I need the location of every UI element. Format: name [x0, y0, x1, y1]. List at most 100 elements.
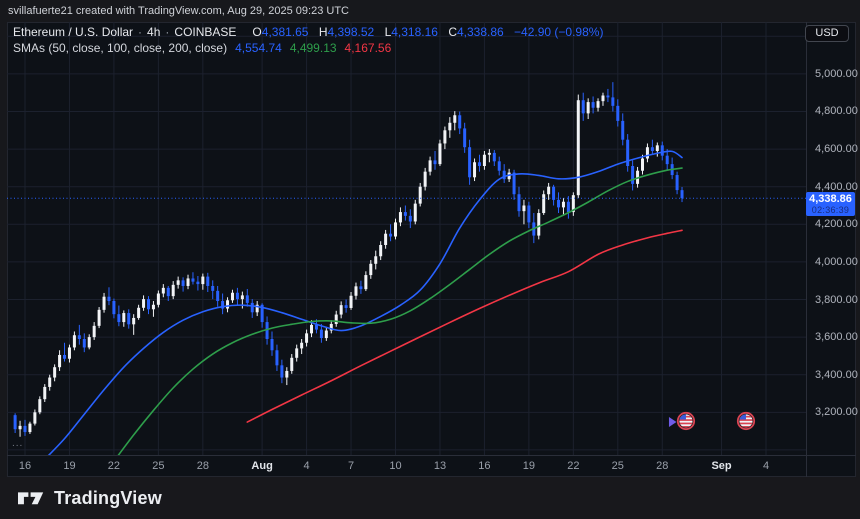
candle-up [137, 307, 141, 318]
candle-down [566, 201, 570, 213]
legend-more-icon[interactable]: ... [12, 438, 24, 449]
candle-down [280, 365, 284, 378]
candle-down [211, 285, 215, 291]
low-value: 4,318.16 [391, 25, 438, 39]
legend-separator: · [138, 25, 143, 39]
candle-down [512, 172, 516, 195]
candle-down [344, 305, 348, 308]
candle-down [270, 338, 274, 351]
candle-up [305, 333, 309, 343]
sma50-value: 4,554.74 [235, 41, 282, 55]
sma-indicator-label[interactable]: SMAs (50, close, 100, close, 200, close) [13, 41, 228, 55]
chart-frame [7, 22, 856, 477]
candle-down [216, 290, 220, 302]
candle-down [675, 175, 679, 191]
economic-event-icon-us-flag[interactable] [736, 411, 756, 431]
symbol-legend-row[interactable]: Ethereum / U.S. Dollar · 4h · COINBASE O… [13, 25, 603, 40]
candle-up [379, 244, 383, 257]
candle-up [122, 313, 126, 323]
candle-up [438, 143, 442, 165]
bar-countdown: 02:36:39 [811, 205, 850, 216]
candle-down [196, 281, 200, 285]
candle-down [581, 100, 585, 114]
price-axis-label: 4,400.00 [815, 180, 858, 193]
candle-up [92, 325, 96, 338]
candle-up [33, 412, 37, 424]
candle-up [18, 425, 22, 430]
time-axis-label: 16 [18, 460, 32, 472]
candle-up [418, 186, 422, 204]
candle-up [443, 130, 447, 144]
price-axis[interactable]: 5,000.00 4,800.00 4,600.00 4,400.00 4,200.00… [806, 22, 858, 455]
candle-down [463, 128, 467, 148]
candle-down [314, 324, 318, 330]
candle-down [650, 147, 654, 151]
candle-up [240, 295, 244, 300]
candle-down [660, 145, 664, 156]
candle-up [645, 147, 649, 159]
axis-corner [806, 455, 856, 477]
last-price-value: 4,338.86 [809, 193, 852, 206]
candle-up [290, 357, 294, 371]
candle-up [58, 354, 62, 368]
candle-down [117, 314, 121, 323]
last-price-badge: 4,338.86 02:36:39 [806, 192, 855, 217]
chart-legend: Ethereum / U.S. Dollar · 4h · COINBASE O… [13, 25, 603, 57]
candle-down [275, 350, 279, 366]
price-axis-label: 3,800.00 [815, 293, 858, 306]
economic-event-icon-us-flag[interactable] [668, 411, 696, 431]
candle-down [250, 302, 254, 313]
candle-up [230, 292, 234, 301]
candle-up [473, 162, 477, 178]
candle-up [186, 278, 190, 286]
candle-up [487, 152, 491, 155]
candle-up [374, 256, 378, 264]
candle-down [408, 215, 412, 222]
candle-up [53, 367, 57, 378]
chart-plot[interactable] [7, 22, 806, 455]
candle-down [497, 161, 501, 171]
candle-up [310, 324, 314, 334]
candle-down [112, 301, 116, 315]
candle-up [394, 222, 397, 237]
candle-up [295, 348, 299, 358]
tradingview-logo[interactable]: TradingView [18, 488, 162, 509]
candle-down [527, 205, 531, 223]
candle-down [458, 115, 462, 129]
price-axis-label: 4,800.00 [815, 105, 858, 118]
time-axis-label: 22 [107, 460, 121, 472]
candle-up [226, 300, 230, 309]
exchange-label[interactable]: COINBASE [174, 25, 237, 39]
attribution-text: svillafuerte21 created with TradingView.… [8, 5, 349, 17]
sma200-line[interactable] [246, 229, 683, 423]
candle-down [191, 278, 195, 282]
candle-down [260, 304, 264, 323]
candle-up [576, 100, 580, 196]
candle-down [221, 301, 225, 309]
candle-up [423, 171, 427, 187]
candle-up [48, 377, 52, 387]
price-axis-label: 3,600.00 [815, 331, 858, 344]
candle-down [616, 105, 620, 121]
candle-up [300, 342, 304, 349]
symbol-title[interactable]: Ethereum / U.S. Dollar [13, 25, 134, 39]
sma100-line[interactable] [114, 167, 683, 455]
candle-up [448, 122, 452, 131]
candle-up [334, 314, 338, 324]
candle-down [591, 102, 595, 108]
candle-down [147, 299, 150, 310]
sma-legend-row[interactable]: SMAs (50, close, 100, close, 200, close)… [13, 41, 603, 56]
interval-label[interactable]: 4h [147, 25, 161, 39]
candle-up [413, 203, 417, 222]
sma50-line[interactable] [45, 150, 683, 455]
legend-separator: · [165, 25, 170, 39]
candle-up [339, 305, 343, 315]
candle-up [161, 287, 165, 294]
time-axis[interactable]: 16 19 22 25 28 Aug 4 7 10 13 16 19 22 25 28 Sep 4 [7, 455, 806, 477]
currency-unit-button[interactable]: USD [805, 25, 849, 42]
candles [13, 82, 684, 437]
tradingview-logo-text: TradingView [54, 488, 162, 508]
time-axis-label: 16 [478, 460, 491, 472]
candle-up [324, 330, 328, 339]
candle-up [398, 212, 402, 223]
